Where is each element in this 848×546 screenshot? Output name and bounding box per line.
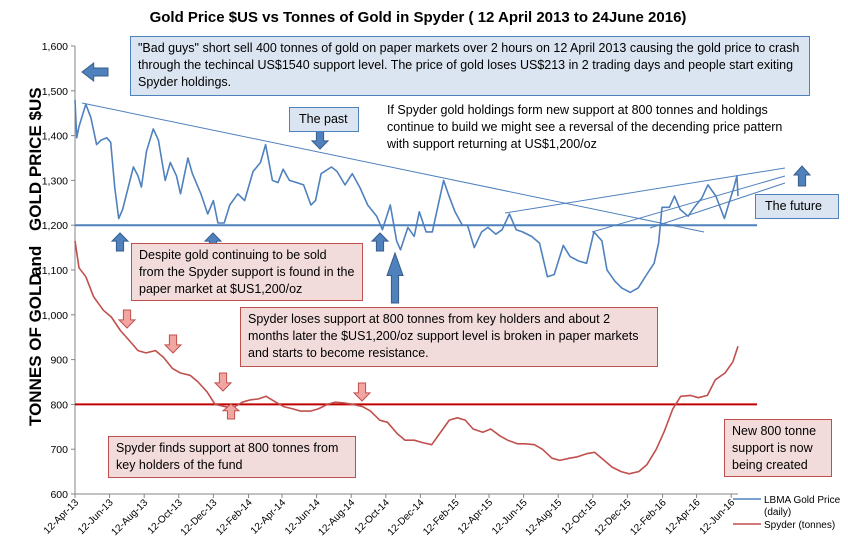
trend-lines — [81, 102, 786, 233]
x-tick-label: 12-Aug-13 — [110, 497, 151, 538]
arrow-up-blue — [792, 165, 812, 187]
annotation-bad-guys: "Bad guys" short sell 400 tonnes of gold… — [130, 36, 810, 96]
series-line-gold-price — [74, 99, 739, 294]
series-group — [74, 99, 739, 475]
legend: LBMA Gold Price (daily) Spyder (tonnes) — [733, 495, 841, 531]
chart-title: Gold Price $US vs Tonnes of Gold in Spyd… — [150, 9, 687, 26]
x-tick-label: 12-Dec-14 — [386, 497, 427, 538]
legend-spyder-label: Spyder (tonnes) — [764, 520, 835, 531]
y-tick-label: 1,000 — [42, 310, 68, 322]
x-tick-label: 12-Apr-15 — [456, 497, 496, 537]
annotation-spyder-loses: Spyder loses support at 800 tonnes from … — [240, 307, 658, 367]
y-tick-label: 1,300 — [42, 175, 68, 187]
arrow-up-blue — [110, 232, 130, 252]
annotation-the-future: The future — [755, 194, 839, 219]
x-tick-label: 12-Apr-13 — [42, 497, 82, 537]
y-tick-label: 600 — [50, 489, 68, 501]
arrow-down-pink — [352, 382, 372, 402]
arrow-down-pink — [117, 309, 137, 329]
arrow-down-pink — [213, 372, 233, 392]
x-tick-label: 12-Feb-14 — [214, 497, 255, 538]
annotation-new-800: New 800 tonne support is now being creat… — [724, 419, 832, 477]
trend-line — [591, 175, 786, 233]
trend-line — [649, 182, 786, 229]
trend-line — [504, 167, 786, 214]
y-tick-label: 900 — [50, 355, 68, 367]
y-tick-label: 1,500 — [42, 86, 68, 98]
y-axis-label-gold: GOLD PRICE $US — [26, 87, 45, 231]
y-axis-label-and: and — [26, 246, 45, 276]
annotation-if-spyder: If Spyder gold holdings form new support… — [387, 103, 783, 151]
annotation-arrows — [81, 61, 812, 420]
arrow-up-blue — [370, 232, 390, 252]
x-tick-label: 12-Aug-15 — [524, 497, 565, 538]
arrow-up-pink — [221, 403, 241, 420]
y-tick-label: 700 — [50, 444, 68, 456]
arrow-left-blue — [81, 61, 109, 83]
x-tick-label: 12-Feb-15 — [421, 497, 462, 538]
x-tick-label: 12-Apr-14 — [249, 497, 289, 537]
series-line-spyder-tonnes — [74, 240, 739, 475]
arrow-up-blue — [386, 251, 404, 304]
trend-line — [81, 102, 705, 233]
y-tick-label: 1,400 — [42, 131, 68, 143]
x-tick-label: 12-Feb-16 — [628, 497, 669, 538]
x-tick-label: 12-Aug-14 — [317, 497, 358, 538]
legend-gold-label: LBMA Gold Price — [764, 495, 841, 506]
annotation-the-past: The past — [289, 107, 359, 132]
y-tick-label: 800 — [50, 399, 68, 411]
annotation-spyder-finds: Spyder finds support at 800 tonnes from … — [108, 436, 356, 478]
x-tick-label: 12-Dec-13 — [179, 497, 220, 538]
x-tick-label: 12-Jun-16 — [698, 497, 738, 537]
y-axis-label-tonnes: TONNES OF GOLD — [26, 273, 45, 426]
y-tick-label: 1,200 — [42, 220, 68, 232]
y-tick-label: 1,100 — [42, 265, 68, 277]
legend-gold-label-2: (daily) — [764, 507, 791, 518]
x-tick-label: 12-Dec-15 — [593, 497, 634, 538]
arrow-down-pink — [163, 334, 183, 354]
annotation-despite: Despite gold continuing to be sold from … — [131, 243, 363, 301]
x-tick-label: 12-Apr-16 — [663, 497, 703, 537]
arrow-down-blue — [310, 130, 330, 150]
y-tick-label: 1,600 — [42, 41, 68, 53]
